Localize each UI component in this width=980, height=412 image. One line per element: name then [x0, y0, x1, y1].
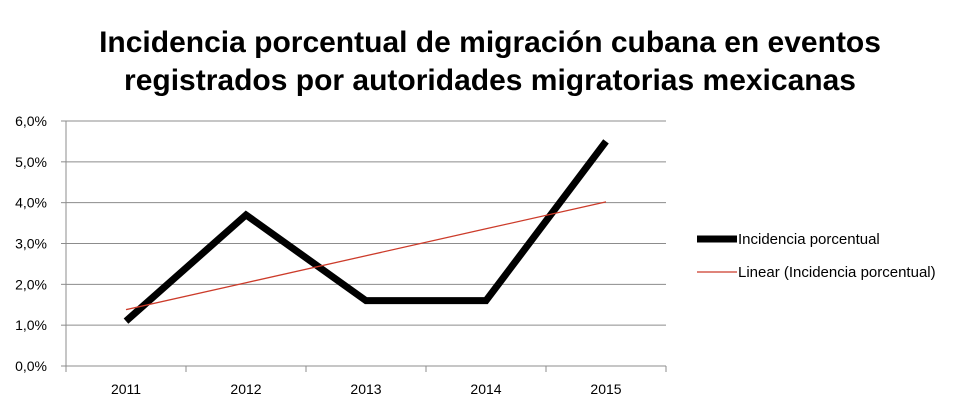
y-tick-label: 3,0% — [15, 236, 47, 252]
x-tick-label: 2011 — [111, 381, 141, 397]
chart-title-line-1: Incidencia porcentual de migración cuban… — [99, 26, 881, 59]
x-tick-label: 2015 — [590, 381, 621, 397]
series-line-incidencia — [123, 139, 609, 324]
chart-title-line-2: registrados por autoridades migratorias … — [124, 64, 856, 97]
legend: Incidencia porcentual Linear (Incidencia … — [697, 231, 936, 281]
y-tick-label: 6,0% — [15, 113, 47, 129]
axes: 0,0% 1,0% 2,0% 3,0% 4,0% 5,0% 6,0% 2011 2012 2013… — [15, 113, 667, 397]
x-tick-label: 2014 — [470, 381, 501, 397]
y-tick-label: 2,0% — [15, 276, 47, 292]
series-lines — [123, 139, 609, 324]
legend-label: Incidencia porcentual — [738, 231, 880, 248]
y-tick-label: 0,0% — [15, 358, 47, 374]
legend-label: Linear (Incidencia porcentual) — [738, 264, 936, 281]
x-tick-label: 2012 — [230, 381, 261, 397]
y-tick-label: 5,0% — [15, 154, 47, 170]
series-line-linear-trend — [125, 201, 607, 311]
y-tick-label: 4,0% — [15, 195, 47, 211]
y-tick-label: 1,0% — [15, 317, 47, 333]
x-tick-label: 2013 — [350, 381, 381, 397]
